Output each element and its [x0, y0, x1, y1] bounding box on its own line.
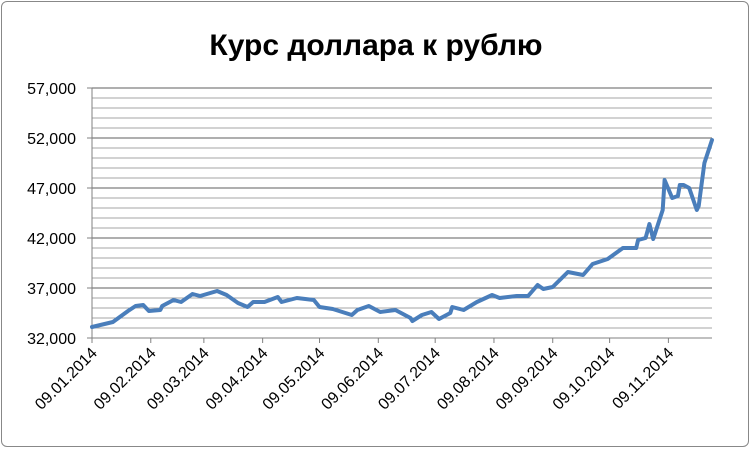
x-tick-label: 09.05.2014	[260, 345, 329, 414]
chart-title: Курс доллара к рублю	[209, 29, 542, 62]
x-tick-label: 09.07.2014	[375, 345, 444, 414]
y-axis-ticks: 32,000 37,000 42,000 47,000 52,000 57,000	[27, 81, 92, 348]
y-tick-label: 37,000	[27, 281, 76, 298]
axes	[91, 88, 712, 339]
x-tick-label: 09.01.2014	[32, 345, 101, 414]
y-tick-label: 47,000	[27, 181, 76, 198]
y-tick-label: 42,000	[27, 231, 76, 248]
x-tick-label: 09.11.2014	[609, 345, 677, 413]
x-tick-label: 09.08.2014	[434, 345, 503, 414]
gridlines	[92, 87, 712, 329]
series-line	[90, 138, 714, 329]
y-tick-label: 57,000	[27, 81, 76, 98]
x-tick-label: 09.10.2014	[550, 345, 619, 414]
x-axis-ticks: 09.01.201409.02.201409.03.201409.04.2014…	[32, 338, 677, 413]
y-tick-label: 52,000	[27, 131, 76, 148]
y-tick-label: 32,000	[27, 331, 76, 348]
